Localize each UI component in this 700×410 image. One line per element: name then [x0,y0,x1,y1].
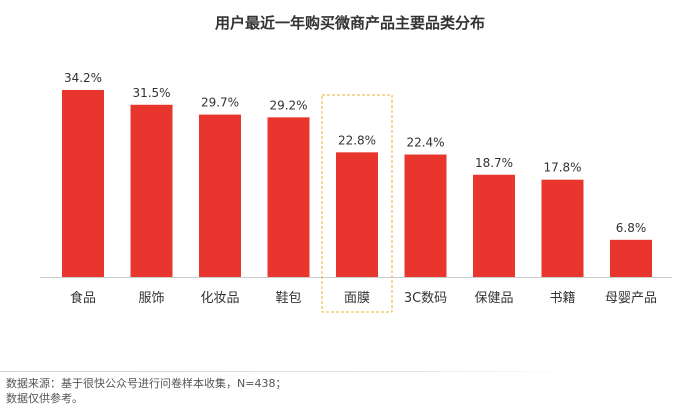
x-tick-label: 3C数码 [404,291,447,306]
bar [336,152,378,277]
bar-chart: 34.2% 食品 31.5% 服饰 29.7% 化妆品 29.2% 鞋包 22.8% 面膜 22.4… [40,71,672,313]
bar-value-label: 18.7% [475,156,513,170]
x-tick-label: 面膜 [344,291,370,306]
bar [62,90,104,277]
x-tick-label: 食品 [70,290,96,306]
bar [130,104,173,278]
bar-value-label: 17.8% [543,161,581,175]
footer-divider [0,371,575,372]
bar [541,179,584,277]
x-tick-label: 服饰 [138,291,164,306]
x-tick-label: 鞋包 [275,290,301,306]
bar [404,154,447,277]
bar [473,174,515,277]
bar [610,239,652,277]
bar-value-label: 22.4% [406,136,444,150]
bar [267,117,310,278]
x-tick-label: 保健品 [474,291,513,306]
data-source-note: 数据来源：基于很快公众号进行问卷样本收集，N=438； [6,377,287,390]
x-tick-label: 化妆品 [200,291,239,306]
data-disclaimer-note: 数据仅供参考。 [6,392,83,405]
bar [199,114,241,278]
bar-value-label: 6.8% [616,221,647,235]
bar-value-label: 29.7% [201,96,239,110]
bar-value-label: 29.2% [269,98,307,112]
x-tick-label: 母婴产品 [605,291,657,306]
highlight-box [321,94,393,313]
bar-value-label: 22.8% [338,133,376,147]
bar-value-label: 31.5% [132,86,170,100]
bar-value-label: 34.2% [64,71,102,85]
x-tick-label: 书籍 [549,290,575,306]
chart-title: 用户最近一年购买微商产品主要品类分布 [214,14,485,32]
